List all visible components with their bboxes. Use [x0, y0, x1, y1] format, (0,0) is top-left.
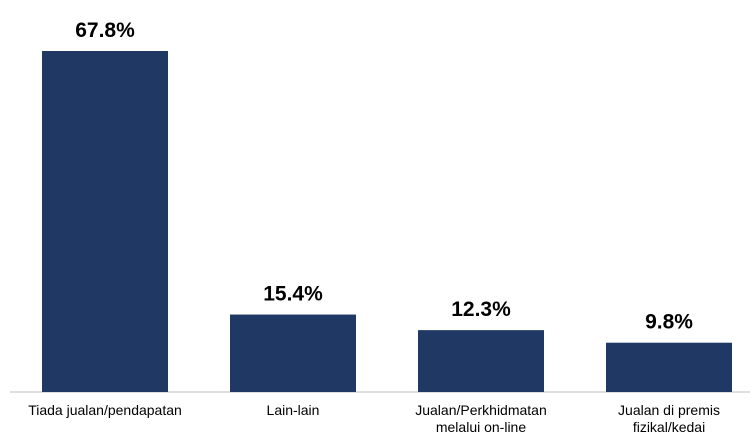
x-tick-label: Lain-lain	[266, 402, 320, 418]
x-tick-label: Tiada jualan/pendapatan	[28, 402, 182, 418]
bar	[606, 342, 732, 392]
value-label: 9.8%	[645, 311, 693, 334]
value-label: 67.8%	[75, 19, 135, 42]
x-tick-label: Jualan/Perkhidmatan melalui on-line	[415, 402, 547, 435]
value-label: 12.3%	[451, 298, 511, 321]
x-tick-label: Jualan di premis fizikal/kedai	[618, 402, 720, 435]
bar	[418, 330, 544, 392]
bar	[230, 314, 356, 392]
bar	[42, 51, 168, 392]
value-label: 15.4%	[263, 283, 323, 306]
